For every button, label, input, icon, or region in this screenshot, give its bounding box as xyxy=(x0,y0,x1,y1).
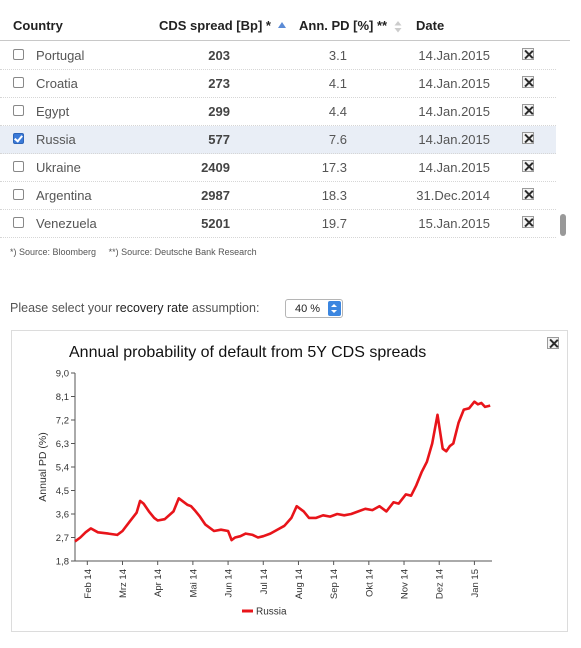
scrollbar-thumb[interactable] xyxy=(560,214,566,236)
cell-country: Ukraine xyxy=(36,160,81,175)
x-tick-label: Nov 14 xyxy=(400,569,411,599)
cell-date: 15.Jan.2015 xyxy=(418,216,490,231)
y-tick-label: 8,1 xyxy=(56,392,69,403)
recovery-rate-value: 40 % xyxy=(295,303,321,315)
select-arrows-icon xyxy=(328,301,341,316)
y-tick-label: 9,0 xyxy=(56,369,69,380)
cell-date: 31.Dec.2014 xyxy=(416,188,490,203)
cell-cds-spread: 299 xyxy=(208,104,230,119)
chart-title: Annual probability of default from 5Y CD… xyxy=(69,344,427,361)
excel-icon[interactable] xyxy=(522,216,534,228)
cell-country: Egypt xyxy=(36,104,70,119)
recovery-rate-select[interactable]: 40 % xyxy=(285,299,343,318)
cell-annual-pd: 17.3 xyxy=(321,160,347,175)
cell-date: 14.Jan.2015 xyxy=(418,160,490,175)
x-tick-label: Jun 14 xyxy=(224,569,235,598)
row-checkbox[interactable] xyxy=(13,133,24,144)
y-tick-label: 5,4 xyxy=(56,463,69,474)
cell-country: Croatia xyxy=(36,76,78,91)
row-checkbox[interactable] xyxy=(13,49,24,60)
x-tick-label: Okt 14 xyxy=(364,569,375,597)
cell-country: Argentina xyxy=(36,188,92,203)
y-tick-label: 2,7 xyxy=(56,533,69,544)
excel-icon[interactable] xyxy=(522,160,534,172)
sort-ascending-icon xyxy=(277,21,286,28)
cell-country: Portugal xyxy=(36,48,85,63)
pd-chart: Annual probability of default from 5Y CD… xyxy=(11,330,568,632)
row-checkbox[interactable] xyxy=(13,161,24,172)
excel-icon[interactable] xyxy=(522,48,534,60)
table-row[interactable]: Argentina 2987 18.3 31.Dec.2014 xyxy=(0,182,556,210)
table-scrollbar[interactable] xyxy=(557,42,569,238)
series-line-russia xyxy=(74,400,491,543)
excel-icon[interactable] xyxy=(522,104,534,116)
row-checkbox[interactable] xyxy=(13,77,24,88)
y-tick-label: 1,8 xyxy=(56,557,69,568)
row-checkbox[interactable] xyxy=(13,189,24,200)
table-row[interactable]: Portugal 203 3.1 14.Jan.2015 xyxy=(0,42,556,70)
cell-cds-spread: 273 xyxy=(208,76,230,91)
y-axis-label: Annual PD (%) xyxy=(37,432,49,501)
x-tick-label: Feb 14 xyxy=(83,569,94,599)
table-row[interactable]: Ukraine 2409 17.3 14.Jan.2015 xyxy=(0,154,556,182)
sort-icon xyxy=(394,20,402,33)
cell-date: 14.Jan.2015 xyxy=(418,76,490,91)
cell-cds-spread: 203 xyxy=(208,48,230,63)
cell-country: Venezuela xyxy=(36,216,97,231)
cell-annual-pd: 3.1 xyxy=(328,48,347,63)
table-row[interactable]: Egypt 299 4.4 14.Jan.2015 xyxy=(0,98,556,126)
col-header-annual-pd[interactable]: Ann. PD [%] ** xyxy=(299,18,402,33)
col-header-cds-spread[interactable]: CDS spread [Bp] * xyxy=(159,18,286,33)
x-tick-label: Apr 14 xyxy=(153,569,164,597)
excel-icon[interactable] xyxy=(522,132,534,144)
table-row[interactable]: Venezuela 5201 19.7 15.Jan.2015 xyxy=(0,210,556,238)
x-tick-label: Jul 14 xyxy=(259,569,270,594)
cell-annual-pd: 4.1 xyxy=(328,76,347,91)
cell-date: 14.Jan.2015 xyxy=(418,132,490,147)
cell-date: 14.Jan.2015 xyxy=(418,48,490,63)
y-tick-label: 6,3 xyxy=(56,439,69,450)
cds-table: Country CDS spread [Bp] * Ann. PD [%] **… xyxy=(0,0,581,240)
x-tick-label: Jan 15 xyxy=(470,569,481,598)
recovery-rate-label: Please select your recovery rate assumpt… xyxy=(10,301,260,315)
sources-note: *) Source: Bloomberg **) Source: Deutsch… xyxy=(10,247,267,257)
cell-country: Russia xyxy=(36,132,76,147)
source-deutsche-bank: **) Source: Deutsche Bank Research xyxy=(108,247,257,257)
chart-canvas: 1,8 2,7 3,6 4,5 5,4 6,3 7,2 8,1 9,0 Annual PD (%)… xyxy=(37,369,492,618)
cell-annual-pd: 18.3 xyxy=(321,188,347,203)
x-tick-label: Dez 14 xyxy=(435,569,446,599)
y-tick-label: 3,6 xyxy=(56,510,69,521)
x-tick-label: Mrz 14 xyxy=(118,569,129,598)
excel-icon[interactable] xyxy=(547,337,559,349)
legend-label: Russia xyxy=(256,607,287,618)
col-header-date[interactable]: Date xyxy=(416,18,445,33)
x-tick-label: Mai 14 xyxy=(188,569,199,598)
table-row[interactable]: Russia 577 7.6 14.Jan.2015 xyxy=(0,126,556,154)
col-header-country[interactable]: Country xyxy=(13,18,63,33)
row-checkbox[interactable] xyxy=(13,105,24,116)
cell-cds-spread: 2987 xyxy=(201,188,230,203)
table-row[interactable]: Croatia 273 4.1 14.Jan.2015 xyxy=(0,70,556,98)
excel-icon[interactable] xyxy=(522,188,534,200)
cell-cds-spread: 577 xyxy=(208,132,230,147)
cell-cds-spread: 5201 xyxy=(201,216,230,231)
y-tick-label: 7,2 xyxy=(56,416,69,427)
cell-annual-pd: 19.7 xyxy=(321,216,347,231)
cell-annual-pd: 7.6 xyxy=(328,132,347,147)
table-header: Country CDS spread [Bp] * Ann. PD [%] **… xyxy=(0,0,570,41)
y-tick-label: 4,5 xyxy=(56,486,69,497)
row-checkbox[interactable] xyxy=(13,217,24,228)
cell-cds-spread: 2409 xyxy=(201,160,230,175)
source-bloomberg: *) Source: Bloomberg xyxy=(10,247,97,257)
cell-annual-pd: 4.4 xyxy=(328,104,347,119)
cell-date: 14.Jan.2015 xyxy=(418,104,490,119)
x-tick-label: Aug 14 xyxy=(294,569,305,599)
x-tick-label: Sep 14 xyxy=(329,569,340,599)
excel-icon[interactable] xyxy=(522,76,534,88)
